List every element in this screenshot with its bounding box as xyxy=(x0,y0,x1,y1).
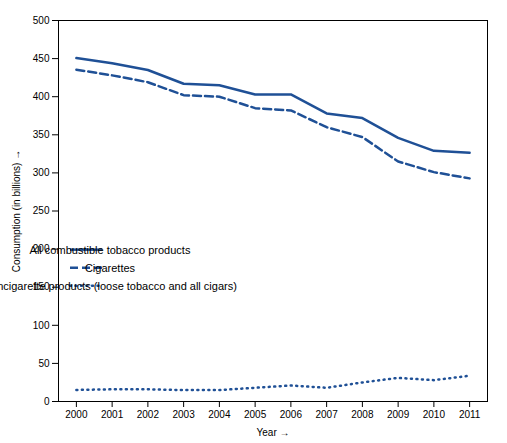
svg-text:450: 450 xyxy=(33,53,50,64)
svg-text:Year →: Year → xyxy=(257,427,290,438)
svg-text:2000: 2000 xyxy=(65,409,88,420)
svg-text:2010: 2010 xyxy=(423,409,446,420)
svg-text:400: 400 xyxy=(33,91,50,102)
svg-text:350: 350 xyxy=(33,129,50,140)
svg-text:2007: 2007 xyxy=(316,409,339,420)
svg-text:2004: 2004 xyxy=(208,409,231,420)
svg-text:2009: 2009 xyxy=(387,409,410,420)
svg-text:300: 300 xyxy=(33,167,50,178)
svg-text:Cigarettes: Cigarettes xyxy=(85,262,136,274)
svg-text:Consumption (in billions) →: Consumption (in billions) → xyxy=(11,150,22,272)
svg-text:2002: 2002 xyxy=(137,409,160,420)
svg-text:50: 50 xyxy=(38,358,50,369)
svg-text:100: 100 xyxy=(33,320,50,331)
svg-text:250: 250 xyxy=(33,205,50,216)
svg-text:2005: 2005 xyxy=(244,409,267,420)
svg-text:2011: 2011 xyxy=(459,409,481,420)
svg-text:500: 500 xyxy=(33,15,50,26)
svg-text:0: 0 xyxy=(44,396,50,407)
svg-text:2003: 2003 xyxy=(173,409,196,420)
svg-text:Noncigarette products (loose t: Noncigarette products (loose tobacco and… xyxy=(0,280,237,292)
svg-text:All combustible tobacco produc: All combustible tobacco products xyxy=(30,244,191,256)
svg-text:2008: 2008 xyxy=(351,409,374,420)
svg-text:2006: 2006 xyxy=(280,409,303,420)
svg-text:2001: 2001 xyxy=(101,409,124,420)
